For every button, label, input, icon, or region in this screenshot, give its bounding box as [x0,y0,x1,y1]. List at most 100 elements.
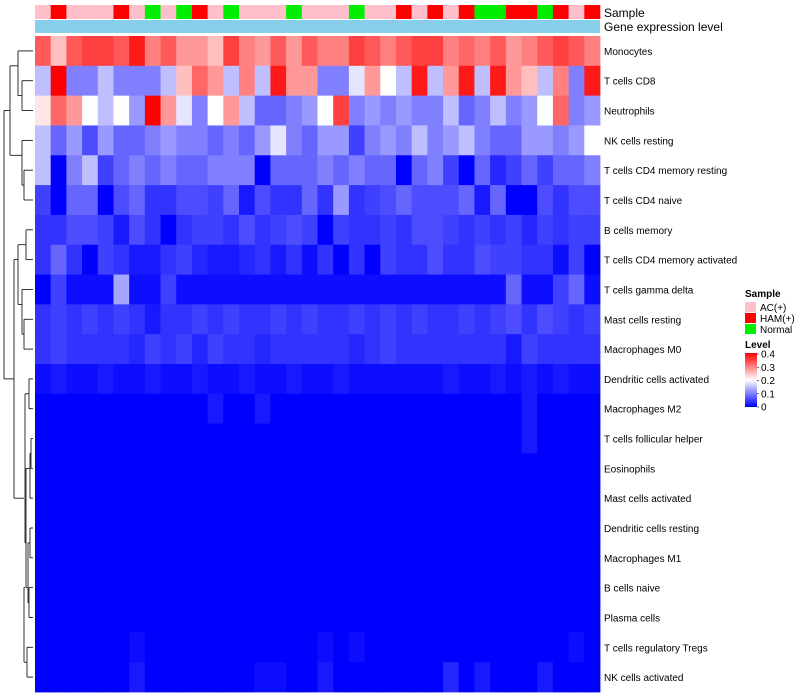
heatmap-cell [474,185,491,216]
heatmap-cell [443,542,460,574]
heatmap-cell [82,513,99,544]
heatmap-cell [270,214,287,246]
heatmap-cell [176,274,193,305]
heatmap-cell [584,364,601,395]
heatmap-cell [286,393,303,425]
heatmap-cell [552,65,570,97]
heatmap-cell [427,274,444,305]
heatmap-cell [474,542,491,574]
heatmap-cell [584,483,601,514]
heatmap-cell [176,602,193,633]
heatmap-cell [35,244,52,275]
heatmap-cell [317,632,334,663]
heatmap-cell [223,36,240,67]
heatmap-cell [144,453,161,484]
heatmap-cell [521,95,538,126]
heatmap-cell [333,513,350,544]
expression-annotation-track [35,20,600,33]
heatmap-cell [113,274,130,305]
sample-annotation-cell [301,5,318,19]
heatmap-cell [395,513,413,544]
heatmap-cell [207,483,224,514]
row-labels: Monocytes T cells CD8 Neutrophils NK cells … [604,47,737,684]
heatmap-cell [66,632,83,663]
heatmap-cell [411,334,428,365]
heatmap-cell [35,65,52,97]
heatmap-cell [584,155,601,186]
heatmap-cell [160,572,177,603]
heatmap-cell [50,155,67,186]
heatmap-cell [317,334,334,365]
heatmap-cell [474,65,491,97]
heatmap-cell [129,334,146,365]
heatmap-cell [521,304,538,335]
heatmap-cell [160,334,177,365]
row-label: Dendritic cells resting [604,524,699,535]
heatmap-cell [301,95,318,126]
heatmap-cell [317,662,334,693]
heatmap-cell [458,65,475,97]
heatmap-cell [333,662,350,693]
heatmap-cell [443,155,460,186]
heatmap-cell [427,304,444,335]
heatmap-cell [35,214,52,246]
heatmap-cell [427,662,444,693]
heatmap-cell [113,244,130,275]
heatmap-cell [144,125,161,156]
heatmap-cell [443,632,460,663]
heatmap-cell [505,393,522,425]
heatmap-cell [490,244,507,275]
heatmap-cell [427,125,444,156]
heatmap-cell [568,304,585,335]
heatmap-cell [552,36,570,67]
heatmap-cell [176,36,193,67]
heatmap-cell [537,155,554,186]
heatmap-cell [113,36,130,67]
heatmap-cell [427,95,444,126]
heatmap-cell [254,334,271,365]
sample-annotation-cell [380,5,397,19]
heatmap-cell [160,125,177,156]
heatmap-cell [584,453,601,484]
heatmap-cell [380,572,397,603]
heatmap-cell [537,483,554,514]
heatmap-cell [176,155,193,186]
heatmap-cell [191,334,209,365]
heatmap-cell [348,244,365,275]
heatmap-cell [66,453,83,484]
heatmap-cell [317,214,334,246]
heatmap-cell [82,453,99,484]
heatmap-cell [97,334,114,365]
heatmap-cell [333,214,350,246]
heatmap-cell [207,155,224,186]
heatmap-cell [411,65,428,97]
heatmap-cell [521,36,538,67]
heatmap-cell [443,453,460,484]
heatmap-cell [458,662,475,693]
heatmap-cell [443,364,460,395]
heatmap-cell [505,423,522,454]
heatmap-cell [411,214,428,246]
heatmap-cell [458,185,475,216]
heatmap-cell [35,662,52,693]
heatmap-cell [270,274,287,305]
heatmap-cell [286,274,303,305]
heatmap-cell [144,364,161,395]
heatmap-cell [82,602,99,633]
heatmap-cell [443,483,460,514]
heatmap-cell [458,632,475,663]
heatmap-cell [286,36,303,67]
heatmap-cell [270,304,287,335]
heatmap-cell [160,632,177,663]
heatmap-cell [568,423,585,454]
heatmap-cell [207,185,224,216]
heatmap-cell [348,214,365,246]
heatmap-cell [254,513,271,544]
heatmap-cell [333,155,350,186]
heatmap-cell [552,632,570,663]
heatmap-cell [427,244,444,275]
heatmap-cell [50,513,67,544]
heatmap-cell [521,244,538,275]
heatmap-cell [568,155,585,186]
heatmap-cell [301,483,318,514]
